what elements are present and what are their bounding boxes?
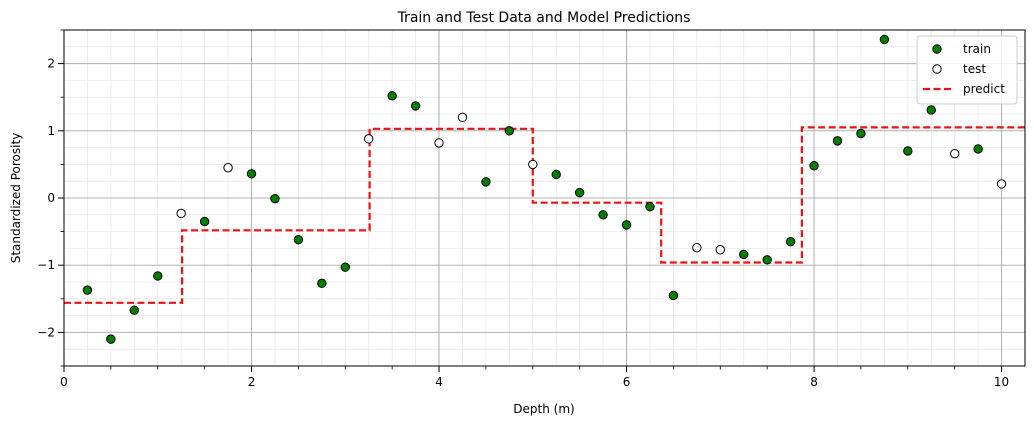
- train-point: [340, 262, 350, 272]
- legend-label-predict: predict: [963, 82, 1005, 96]
- train-point: [973, 144, 983, 154]
- train-point: [645, 202, 655, 212]
- train-point: [574, 187, 585, 198]
- train-point: [504, 126, 515, 136]
- test-point: [223, 163, 233, 173]
- train-point: [82, 285, 93, 295]
- x-tick-label: 0: [60, 375, 68, 389]
- legend-label-train: train: [963, 42, 991, 56]
- train-point: [246, 169, 257, 179]
- test-point: [996, 179, 1007, 189]
- predict-series: [64, 126, 1025, 304]
- scatter-points: [82, 34, 1007, 344]
- legend-marker-train: [932, 44, 942, 54]
- test-point: [176, 208, 186, 219]
- train-point: [903, 146, 913, 156]
- train-point: [785, 236, 796, 247]
- y-tick-label: −1: [37, 258, 55, 272]
- train-point: [832, 136, 843, 146]
- x-axis-label: Depth (m): [513, 402, 574, 416]
- train-point: [153, 271, 163, 281]
- legend-label-test: test: [963, 62, 986, 76]
- y-tick-label: 1: [47, 124, 55, 138]
- axis-ticks: 0 2 4 6 8 10 −2 −1 0 1 2: [37, 29, 1009, 389]
- train-point: [668, 290, 679, 301]
- train-point: [809, 161, 819, 171]
- train-point: [551, 169, 561, 180]
- train-point: [762, 255, 772, 265]
- legend-marker-test: [932, 64, 942, 74]
- x-tick-label: 8: [810, 375, 818, 389]
- legend: train test predict: [916, 35, 1018, 105]
- train-point: [879, 34, 890, 45]
- train-point: [621, 220, 632, 230]
- x-tick-label: 6: [623, 375, 631, 389]
- y-tick-label: 0: [47, 191, 55, 205]
- train-point: [129, 305, 140, 315]
- test-point: [949, 148, 960, 159]
- legend-box: [916, 35, 1018, 105]
- test-point: [457, 112, 468, 123]
- train-point: [598, 210, 608, 220]
- train-point: [270, 193, 280, 204]
- y-tick-label: −2: [37, 325, 55, 339]
- train-point: [387, 91, 397, 101]
- x-tick-label: 4: [435, 375, 443, 389]
- y-tick-label: 2: [47, 57, 55, 71]
- test-point: [364, 134, 374, 144]
- y-axis-label: Standardized Porosity: [9, 133, 23, 264]
- x-tick-label: 2: [248, 375, 256, 389]
- train-point: [481, 177, 491, 187]
- test-point: [715, 245, 725, 255]
- test-point: [528, 159, 538, 170]
- test-point: [434, 138, 444, 148]
- chart-title: Train and Test Data and Model Prediction…: [397, 10, 691, 26]
- train-point: [106, 334, 116, 344]
- train-point: [856, 128, 866, 139]
- train-point: [317, 278, 327, 289]
- train-point: [410, 101, 421, 111]
- x-tick-label: 10: [994, 375, 1009, 389]
- train-point: [926, 105, 936, 115]
- predict-line: [64, 126, 1025, 304]
- train-point: [739, 249, 749, 260]
- test-point: [692, 243, 702, 253]
- train-point: [199, 216, 210, 227]
- train-point: [293, 234, 304, 245]
